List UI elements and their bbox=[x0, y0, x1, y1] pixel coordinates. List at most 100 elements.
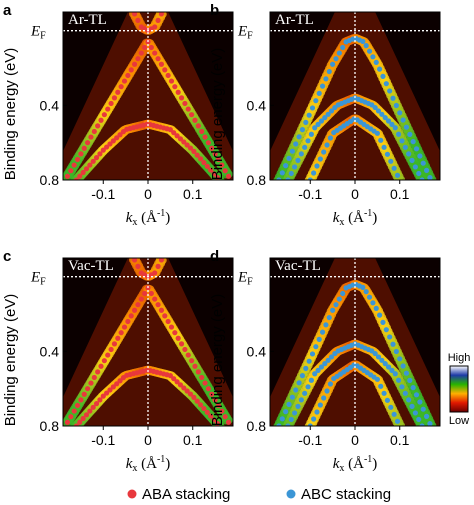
band-marker bbox=[107, 141, 113, 147]
band-marker bbox=[128, 313, 134, 319]
band-marker bbox=[117, 378, 123, 384]
x-tick-label: 0 bbox=[351, 186, 359, 202]
panel-letter: d bbox=[210, 248, 219, 265]
band-marker bbox=[131, 307, 138, 313]
band-marker bbox=[152, 296, 158, 302]
band-marker bbox=[219, 408, 225, 414]
band-marker bbox=[305, 138, 311, 144]
band-marker bbox=[326, 314, 332, 321]
y-tick-label: 0.8 bbox=[247, 418, 267, 434]
band-marker bbox=[327, 381, 333, 387]
band-marker bbox=[110, 384, 116, 390]
band-marker bbox=[374, 130, 380, 136]
band-marker bbox=[283, 409, 289, 415]
legend: ABA stacking ABC stacking bbox=[127, 486, 391, 503]
band-marker bbox=[323, 76, 329, 82]
band-marker bbox=[108, 346, 114, 353]
band-marker bbox=[95, 123, 101, 129]
y-tick-label: 0.8 bbox=[40, 172, 60, 188]
band-marker bbox=[142, 290, 148, 297]
band-marker bbox=[309, 105, 316, 111]
band-marker bbox=[314, 409, 320, 415]
band-marker bbox=[201, 159, 207, 166]
band-marker bbox=[382, 115, 388, 121]
band-marker bbox=[318, 364, 325, 370]
band-marker bbox=[168, 324, 175, 330]
band-marker bbox=[423, 413, 430, 419]
x-axis-label: kx (Å-1) bbox=[333, 454, 378, 474]
legend-aba-marker bbox=[127, 489, 137, 499]
band-marker bbox=[397, 356, 403, 362]
band-marker bbox=[366, 294, 373, 300]
band-marker bbox=[208, 413, 214, 419]
band-marker bbox=[311, 416, 317, 422]
panel-b: b Ar-TL EF 0.4 0.8 -0.1 0 0.1 kx (Å-1) Binding en… bbox=[209, 2, 441, 228]
band-marker bbox=[419, 177, 425, 180]
band-marker bbox=[125, 318, 131, 325]
band-marker bbox=[303, 119, 309, 125]
band-marker bbox=[95, 369, 101, 375]
band-marker bbox=[377, 312, 383, 318]
panel-letter: c bbox=[3, 248, 11, 265]
band-marker bbox=[328, 354, 335, 360]
sample-label: Ar-TL bbox=[68, 12, 107, 28]
band-marker bbox=[296, 380, 302, 386]
band-marker bbox=[391, 165, 397, 171]
band-marker bbox=[381, 144, 387, 150]
y-tick-label: 0.8 bbox=[247, 172, 267, 188]
band-marker bbox=[313, 98, 319, 104]
band-marker bbox=[397, 110, 403, 116]
band-marker bbox=[410, 139, 416, 145]
band-marker bbox=[325, 357, 331, 363]
band-marker bbox=[205, 140, 211, 146]
y-tick-label: 0.8 bbox=[40, 418, 60, 434]
band-marker bbox=[68, 414, 74, 420]
band-marker bbox=[394, 418, 401, 424]
band-marker bbox=[336, 296, 342, 302]
band-marker bbox=[135, 17, 141, 23]
band-marker bbox=[191, 394, 197, 400]
band-marker bbox=[222, 168, 228, 174]
band-marker bbox=[222, 414, 228, 420]
band-marker bbox=[323, 322, 329, 328]
band-marker bbox=[148, 290, 154, 297]
band-marker bbox=[78, 397, 84, 403]
band-marker bbox=[155, 263, 161, 269]
band-marker bbox=[366, 48, 373, 54]
band-marker bbox=[372, 350, 378, 357]
band-marker bbox=[333, 302, 339, 308]
band-marker bbox=[419, 423, 425, 426]
band-marker bbox=[192, 363, 198, 369]
legend-abc-label: ABC stacking bbox=[301, 486, 391, 503]
band-marker bbox=[115, 89, 121, 95]
band-marker bbox=[225, 419, 232, 425]
band-marker bbox=[104, 390, 110, 396]
band-marker bbox=[363, 289, 369, 295]
band-marker bbox=[100, 147, 106, 153]
band-marker bbox=[317, 156, 323, 162]
band-marker bbox=[380, 73, 386, 79]
band-marker bbox=[142, 44, 148, 51]
band-marker bbox=[374, 376, 380, 382]
band-marker bbox=[135, 263, 141, 269]
band-marker bbox=[409, 157, 415, 163]
band-marker bbox=[118, 330, 124, 336]
x-tick-label: -0.1 bbox=[298, 432, 322, 448]
band-marker bbox=[187, 145, 194, 151]
band-marker bbox=[87, 408, 93, 414]
band-marker bbox=[302, 390, 308, 396]
band-marker bbox=[80, 169, 86, 176]
band-marker bbox=[171, 130, 177, 136]
band-marker bbox=[379, 357, 385, 363]
band-marker bbox=[212, 151, 218, 157]
band-marker bbox=[390, 341, 396, 347]
band-marker bbox=[64, 173, 71, 179]
band-marker bbox=[295, 403, 301, 409]
band-marker bbox=[319, 83, 326, 89]
band-marker bbox=[322, 115, 328, 121]
band-marker bbox=[276, 177, 282, 180]
band-marker bbox=[85, 386, 91, 392]
x-tick-label: 0 bbox=[144, 186, 152, 202]
band-marker bbox=[316, 336, 322, 342]
band-marker bbox=[215, 402, 222, 409]
